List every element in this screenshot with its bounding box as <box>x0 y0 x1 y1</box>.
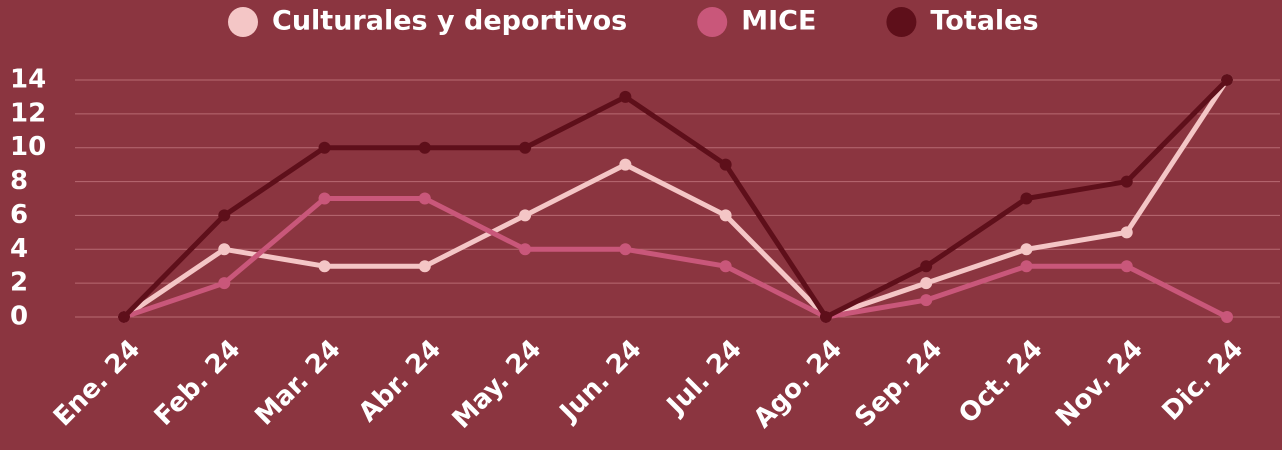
data-point <box>619 90 632 103</box>
x-tick-label: Ago. 24 <box>748 334 848 434</box>
data-point <box>118 311 130 323</box>
legend-swatch <box>228 7 258 37</box>
y-tick-label: 12 <box>10 98 46 128</box>
data-point <box>519 141 532 154</box>
data-point <box>418 260 431 273</box>
y-tick-label: 4 <box>10 234 28 264</box>
data-point <box>318 260 331 273</box>
data-point <box>318 192 331 205</box>
x-tick-label: May. 24 <box>447 334 548 435</box>
data-point <box>920 277 933 290</box>
y-tick-label: 14 <box>10 65 46 95</box>
y-tick-label: 6 <box>10 200 28 230</box>
series-line <box>122 78 1229 320</box>
data-point <box>719 260 732 273</box>
data-point <box>1020 260 1033 273</box>
x-tick-label: Oct. 24 <box>953 334 1049 430</box>
data-point <box>218 243 231 256</box>
data-point <box>218 277 231 290</box>
x-tick-label: Feb. 24 <box>149 334 247 432</box>
data-point <box>519 209 532 222</box>
legend-label: Totales <box>930 6 1038 37</box>
data-point <box>418 192 431 205</box>
data-point <box>1221 74 1233 86</box>
legend-label: MICE <box>741 6 816 37</box>
data-point <box>1020 243 1033 256</box>
y-tick-label: 8 <box>10 166 28 196</box>
data-point <box>619 243 632 256</box>
data-point <box>418 141 431 154</box>
data-point <box>318 141 331 154</box>
data-point <box>719 158 732 171</box>
x-tick-label: Jul. 24 <box>660 334 748 422</box>
legend-label: Culturales y deportivos <box>272 6 627 37</box>
x-tick-label: Mar. 24 <box>249 334 346 431</box>
data-point <box>719 209 732 222</box>
x-tick-label: Sep. 24 <box>849 334 948 433</box>
data-point <box>1020 192 1033 205</box>
legend-swatch <box>886 7 917 37</box>
data-point <box>920 260 933 273</box>
legend: Culturales y deportivos MICE Totales <box>228 6 1039 37</box>
data-point <box>1221 311 1233 323</box>
x-tick-label: Jun. 24 <box>553 334 648 429</box>
y-tick-label: 0 <box>10 302 28 332</box>
y-tick-label: 10 <box>10 132 46 162</box>
legend-swatch <box>697 7 728 37</box>
data-point <box>819 311 832 323</box>
data-point <box>1120 226 1133 239</box>
data-point <box>920 294 933 307</box>
data-point <box>619 158 632 171</box>
x-tick-label: Nov. 24 <box>1050 334 1149 433</box>
series-line <box>122 78 1230 320</box>
x-tick-label: Abr. 24 <box>353 334 447 428</box>
data-point <box>1120 175 1133 188</box>
data-point <box>218 209 231 222</box>
data-point <box>519 243 532 256</box>
series-line <box>123 196 1229 320</box>
x-tick-label: Ene. 24 <box>48 334 146 432</box>
data-point <box>1120 260 1133 273</box>
x-tick-label: Dic. 24 <box>1157 334 1250 427</box>
y-tick-label: 2 <box>10 268 28 298</box>
